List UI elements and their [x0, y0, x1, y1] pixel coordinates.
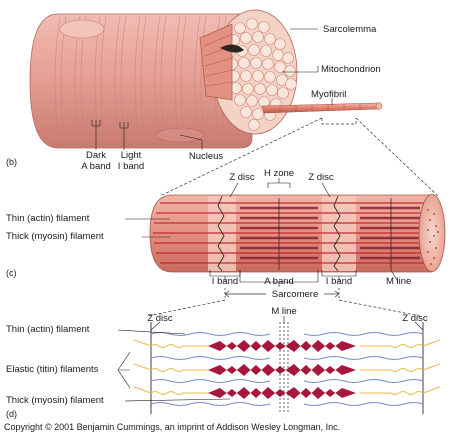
- zoom-lines-bc: [159, 117, 439, 197]
- sarcomere-detail: [133, 322, 441, 414]
- panel-c-leaders: [125, 178, 399, 287]
- copyright-notice: Copyright © 2001 Benjamin Cummings, an i…: [4, 422, 341, 432]
- label-thin-filament-c: Thin (actin) filament: [6, 213, 90, 224]
- panel-label-d: (d): [6, 409, 17, 419]
- label-z-disc-c-left: Z disc: [229, 172, 255, 183]
- panel-label-b: (b): [6, 157, 17, 167]
- myofibril-cylinder: [149, 194, 446, 273]
- label-nucleus: Nucleus: [188, 151, 224, 162]
- label-z-disc-d-right: Z disc: [402, 313, 428, 324]
- label-h-zone: H zone: [263, 168, 295, 179]
- panel-b-leaders: [91, 28, 333, 150]
- label-thin-filament-d: Thin (actin) filament: [6, 324, 90, 335]
- label-myofibril: Myofibril: [311, 89, 347, 100]
- label-a-band: A band: [264, 276, 294, 287]
- label-dark-a-band: Dark A band: [81, 150, 111, 172]
- panel-d-leaders: [117, 316, 424, 402]
- zoom-lines-cd: [147, 299, 421, 317]
- label-sarcomere: Sarcomere: [271, 289, 319, 300]
- cutaway-wedge: [199, 23, 244, 101]
- mitochondrion-shape: [220, 44, 244, 53]
- label-light-i-band: Light I band: [117, 150, 145, 172]
- label-mitochondrion: Mitochondrion: [321, 64, 381, 75]
- label-thick-filament-c: Thick (myosin) filament: [6, 231, 104, 242]
- label-elastic-filaments: Elastic (titin) filaments: [6, 364, 99, 375]
- myofibril-rod: [261, 102, 383, 114]
- panel-label-c: (c): [6, 268, 17, 278]
- label-z-disc-c-right: Z disc: [308, 172, 334, 183]
- muscle-fiber: [29, 13, 253, 149]
- label-i-band-left: I band: [211, 276, 239, 287]
- label-i-band-right: I band: [325, 276, 353, 287]
- label-z-disc-d-left: Z disc: [147, 313, 173, 324]
- label-thick-filament-d: Thick (myosin) filament: [6, 395, 104, 406]
- label-m-line-d: M line: [271, 306, 297, 317]
- sarcomere-bracket: [224, 288, 340, 300]
- fiber-cross-section: [212, 9, 298, 135]
- label-sarcolemma: Sarcolemma: [323, 24, 377, 35]
- label-m-line-c: M line: [386, 276, 412, 287]
